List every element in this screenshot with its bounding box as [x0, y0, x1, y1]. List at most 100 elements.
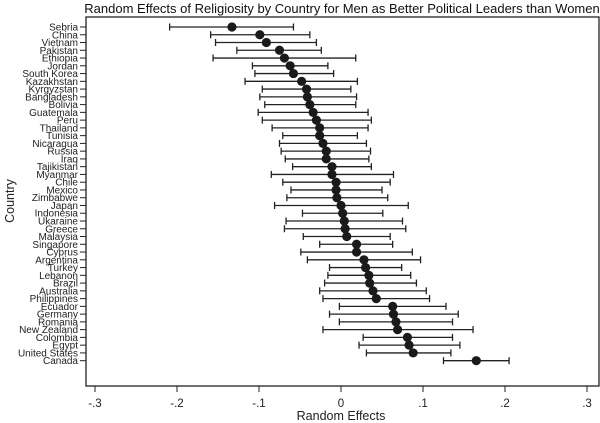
- country-row: Peru: [57, 115, 372, 127]
- country-row: China: [52, 30, 311, 41]
- country-label: Sebria: [49, 23, 78, 34]
- estimate-point: [308, 107, 318, 117]
- country-label: Japan: [51, 201, 78, 212]
- country-row: Germany: [37, 309, 459, 321]
- country-label: Germany: [37, 310, 78, 321]
- estimate-point: [471, 356, 481, 366]
- plot-frame: [85, 16, 600, 387]
- country-label: Zimbabwe: [32, 193, 79, 204]
- country-row: New Zealand: [19, 325, 474, 336]
- country-row: Turkey: [48, 262, 403, 274]
- country-label: China: [52, 30, 79, 41]
- country-label: Romania: [38, 317, 78, 328]
- estimate-point: [338, 208, 348, 218]
- estimate-point: [315, 131, 325, 141]
- country-row: Nicaragua: [32, 138, 368, 150]
- country-label: Tajikistan: [37, 162, 78, 173]
- country-row: Jordan: [47, 61, 329, 72]
- country-label: Lebanon: [39, 271, 78, 282]
- country-label: Mexico: [46, 185, 78, 196]
- chart-title: Random Effects of Religiosity by Country…: [84, 1, 599, 16]
- country-label: Pakistan: [40, 46, 78, 57]
- x-axis-label: Random Effects: [297, 409, 386, 423]
- country-label: Bangladesh: [25, 92, 78, 103]
- country-label: Ethiopia: [42, 54, 79, 65]
- estimate-point: [342, 231, 352, 242]
- estimate-point: [318, 138, 328, 148]
- country-row: Pakistan: [40, 45, 322, 57]
- country-row: Vietnam: [41, 37, 318, 49]
- estimate-point: [327, 169, 337, 180]
- x-tick-label: 0: [338, 398, 344, 410]
- country-row: Philippines: [30, 294, 431, 305]
- country-label: Chile: [55, 178, 78, 189]
- country-label: Singapore: [32, 240, 78, 251]
- country-label: Malaysia: [39, 232, 79, 243]
- country-row: Cyprus: [46, 247, 413, 259]
- country-row: Bolivia: [49, 100, 357, 111]
- country-row: Ecuador: [41, 301, 447, 313]
- country-row: Singapore: [32, 239, 394, 251]
- estimate-point: [332, 193, 342, 203]
- estimate-point: [388, 309, 399, 319]
- estimate-point: [361, 262, 371, 273]
- country-row: Mexico: [46, 185, 383, 196]
- country-label: Myanmar: [36, 170, 78, 181]
- estimate-point: [331, 177, 341, 187]
- country-row: Tajikistan: [37, 162, 372, 173]
- estimate-point: [311, 115, 321, 125]
- country-row: Indonesia: [35, 208, 384, 220]
- country-label: Cyprus: [46, 248, 78, 259]
- estimate-point: [339, 216, 349, 226]
- country-row: Tunisia: [46, 131, 359, 142]
- country-row: Egypt: [52, 340, 461, 352]
- estimate-point: [279, 53, 290, 63]
- country-label: Australia: [39, 286, 78, 297]
- country-label: Turkey: [48, 263, 78, 274]
- estimate-point: [261, 37, 271, 48]
- country-row: Sebria: [49, 22, 295, 34]
- country-row: Colombia: [36, 332, 454, 344]
- country-label: Iraq: [61, 154, 78, 165]
- country-row: Ethiopia: [42, 53, 357, 65]
- country-row: Malaysia: [39, 231, 391, 243]
- estimate-point: [365, 278, 375, 288]
- country-row: Thailand: [40, 123, 369, 134]
- estimate-point: [321, 154, 331, 164]
- estimate-point: [371, 294, 381, 304]
- country-label: Kazakhstan: [26, 77, 78, 88]
- country-row: Lebanon: [39, 270, 412, 282]
- x-tick-label: -.2: [170, 398, 183, 410]
- country-label: Colombia: [36, 333, 79, 344]
- country-row: Guatemala: [29, 107, 369, 119]
- country-row: Greece: [45, 224, 407, 235]
- estimate-point: [392, 325, 403, 335]
- country-row: Bangladesh: [25, 92, 358, 103]
- estimate-point: [404, 340, 414, 350]
- estimate-point: [274, 45, 285, 55]
- country-label: United States: [18, 348, 78, 359]
- country-row: Kyrgyzstan: [29, 84, 352, 96]
- country-label: Argentina: [35, 255, 78, 266]
- country-row: South Korea: [22, 68, 335, 80]
- country-label: Canada: [43, 356, 78, 367]
- estimate-point: [227, 22, 237, 32]
- estimate-point: [305, 100, 315, 110]
- estimate-point: [315, 123, 325, 133]
- estimate-point: [359, 255, 369, 265]
- country-label: Nicaragua: [32, 139, 78, 150]
- country-label: Kyrgyzstan: [29, 85, 78, 96]
- estimate-point: [255, 30, 265, 40]
- estimate-point: [364, 270, 374, 280]
- country-label: Philippines: [30, 294, 78, 305]
- x-tick-label: -.3: [88, 398, 101, 410]
- country-row: Japan: [51, 200, 409, 212]
- country-row: Chile: [55, 177, 391, 189]
- country-label: Tunisia: [46, 131, 78, 142]
- estimate-point: [302, 92, 312, 102]
- country-label: Russia: [47, 147, 78, 158]
- country-label: Vietnam: [41, 38, 78, 49]
- estimate-point: [301, 84, 312, 94]
- country-row: Brazil: [53, 278, 418, 290]
